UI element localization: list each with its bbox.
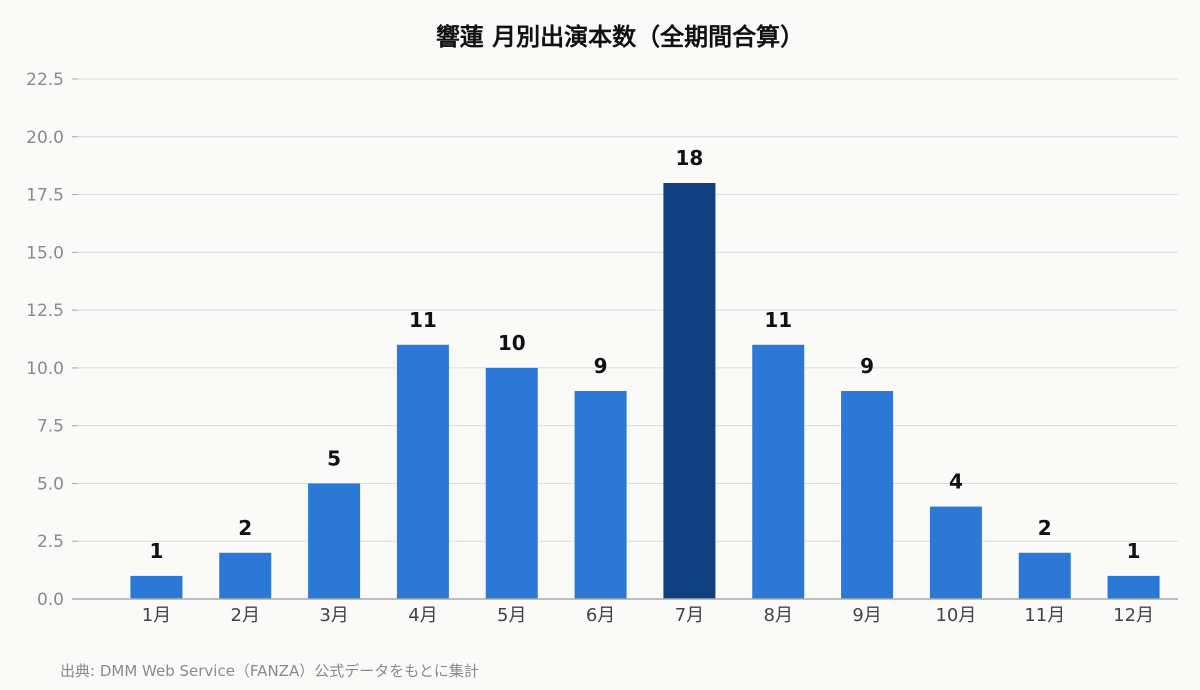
y-tick-label: 10.0 <box>26 359 64 379</box>
bars <box>130 183 1160 599</box>
data-label: 2 <box>238 516 252 540</box>
y-tick-label: 0.0 <box>37 590 64 610</box>
bar <box>396 344 449 599</box>
y-tick-label: 7.5 <box>37 417 64 437</box>
data-label: 11 <box>764 308 792 332</box>
y-tick-label: 22.5 <box>26 70 64 90</box>
bar <box>929 506 982 599</box>
chart-title: 響蓮 月別出演本数（全期間合算） <box>436 23 804 51</box>
bar <box>308 483 361 599</box>
data-label: 5 <box>327 446 341 470</box>
x-tick-label: 1月 <box>142 605 171 626</box>
data-labels: 1 2 5 11 10 9 18 11 9 4 2 1 <box>149 146 1140 563</box>
y-axis: 0.0 2.5 5.0 7.5 10.0 12.5 15.0 17.5 20.0 22.5 <box>26 70 78 610</box>
bar <box>130 575 183 599</box>
x-tick-label: 9月 <box>852 605 881 626</box>
bar <box>752 344 805 599</box>
y-tick-label: 20.0 <box>26 128 64 148</box>
bar <box>1018 552 1071 599</box>
bar <box>574 391 627 599</box>
bar <box>485 367 538 599</box>
data-label: 18 <box>675 146 703 170</box>
data-label: 1 <box>1127 539 1141 563</box>
x-tick-label: 4月 <box>408 605 437 626</box>
data-label: 4 <box>949 470 963 494</box>
data-label: 9 <box>860 354 874 378</box>
x-tick-label: 5月 <box>497 605 526 626</box>
bar <box>663 183 716 599</box>
x-tick-label: 6月 <box>586 605 615 626</box>
data-label: 10 <box>498 331 526 355</box>
x-tick-label: 12月 <box>1113 605 1154 626</box>
x-tick-label: 7月 <box>675 605 704 626</box>
bar <box>1107 575 1160 599</box>
x-tick-label: 8月 <box>764 605 793 626</box>
bar <box>219 552 272 599</box>
x-tick-label: 11月 <box>1024 605 1065 626</box>
y-tick-label: 2.5 <box>37 532 64 552</box>
data-label: 1 <box>149 539 163 563</box>
data-label: 9 <box>594 354 608 378</box>
data-label: 11 <box>409 308 437 332</box>
x-tick-label: 10月 <box>935 605 976 626</box>
gridlines <box>72 78 1178 542</box>
y-tick-label: 15.0 <box>26 243 64 263</box>
y-tick-label: 17.5 <box>26 186 64 206</box>
x-tick-label: 3月 <box>319 605 348 626</box>
data-label: 2 <box>1038 516 1052 540</box>
bar <box>841 391 894 599</box>
x-axis: 1月 2月 3月 4月 5月 6月 7月 8月 9月 10月 11月 12月 <box>142 605 1154 626</box>
y-tick-label: 5.0 <box>37 474 64 494</box>
source-note: 出典: DMM Web Service（FANZA）公式データをもとに集計 <box>60 662 479 680</box>
y-tick-label: 12.5 <box>26 301 64 321</box>
x-tick-label: 2月 <box>231 605 260 626</box>
